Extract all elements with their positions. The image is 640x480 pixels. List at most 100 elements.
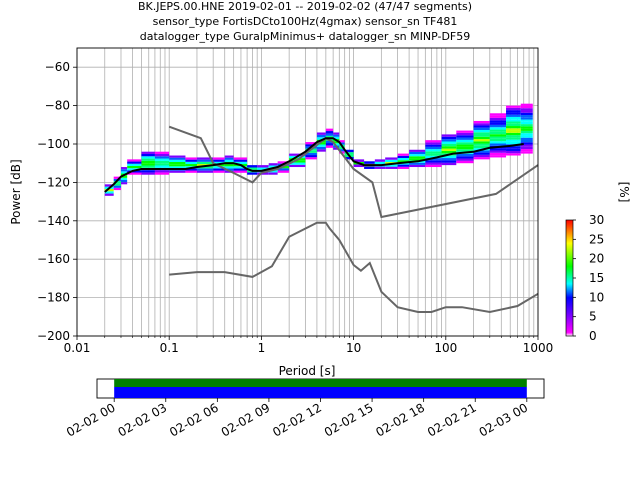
- density-cell: [344, 156, 354, 160]
- density-cell: [520, 144, 533, 147]
- colorbar-tick-label: 25: [589, 232, 604, 246]
- density-cell: [104, 193, 114, 196]
- density-cell: [374, 159, 386, 162]
- density-cell: [409, 156, 426, 159]
- density-cell: [213, 161, 225, 165]
- density-cell: [506, 146, 521, 149]
- density-cell: [425, 160, 442, 163]
- density-cell: [185, 170, 197, 173]
- density-cell: [473, 150, 490, 153]
- x-tick-label: 1: [258, 341, 266, 355]
- density-cell: [224, 164, 234, 167]
- density-cell: [506, 132, 521, 136]
- density-cell: [506, 135, 521, 138]
- density-cell: [520, 112, 533, 116]
- density-cell: [473, 127, 490, 130]
- density-cell: [489, 134, 507, 137]
- density-cell: [473, 157, 490, 160]
- density-cell: [127, 165, 142, 169]
- mean-psd-line: [104, 137, 524, 193]
- density-cell: [120, 175, 128, 178]
- density-cell: [489, 113, 507, 116]
- density-cell: [506, 126, 521, 129]
- density-cell: [506, 123, 521, 127]
- title-line-2: sensor_type FortisDCto100Hz(4gmax) senso…: [153, 15, 458, 28]
- noise-model-line: [168, 125, 539, 219]
- timeline-green-bar: [114, 379, 527, 387]
- density-cell: [154, 151, 170, 154]
- density-cell: [473, 145, 490, 149]
- density-cell: [456, 144, 474, 147]
- density-cell: [364, 166, 375, 169]
- density-cell: [154, 172, 170, 175]
- density-cell: [489, 115, 507, 118]
- density-cell: [141, 158, 155, 161]
- title-line-1: BK.JEPS.00.HNE 2019-02-01 -- 2019-02-02 …: [138, 0, 472, 13]
- density-cell: [441, 134, 457, 137]
- colorbar-tick-label: 20: [589, 252, 604, 266]
- y-axis-ticks: −200 −180 −160 −140 −120 −100 −80 −60: [37, 60, 77, 343]
- timeline-tick-label: 02-02 00: [64, 400, 118, 439]
- density-cell: [154, 156, 170, 159]
- density-cell: [277, 168, 290, 171]
- x-tick-label: 10: [346, 341, 361, 355]
- density-cell: [333, 132, 340, 135]
- density-cell: [489, 148, 507, 151]
- density-cell: [268, 170, 278, 173]
- density-cell: [425, 153, 442, 156]
- density-cell: [409, 162, 426, 165]
- colorbar-tick-label: 15: [589, 271, 604, 285]
- density-cell: [473, 143, 490, 146]
- density-cell: [169, 155, 186, 158]
- density-cell: [169, 166, 186, 169]
- density-cell: [397, 153, 410, 156]
- density-cell: [489, 122, 507, 125]
- density-cell: [325, 140, 334, 144]
- density-cell: [257, 172, 269, 175]
- density-cell: [127, 168, 142, 171]
- density-cell: [506, 110, 521, 113]
- y-tick-label: −200: [37, 329, 70, 343]
- density-cell: [325, 135, 334, 139]
- density-cell: [385, 164, 398, 167]
- timeline-tick-label: 02-02 21: [425, 400, 479, 439]
- x-tick-label: 0.1: [160, 341, 179, 355]
- density-cell: [339, 149, 345, 152]
- timeline-tick-label: 02-02 03: [116, 400, 170, 439]
- y-axis-label: Power [dB]: [9, 159, 23, 224]
- density-cell: [425, 162, 442, 165]
- density-cell: [141, 165, 155, 168]
- density-cell: [374, 166, 386, 169]
- density-cell: [185, 164, 197, 167]
- density-cell: [489, 136, 507, 139]
- density-cell: [520, 115, 533, 118]
- density-cell: [425, 144, 442, 147]
- density-cell: [233, 159, 248, 162]
- density-cell: [473, 134, 490, 137]
- density-cell: [169, 164, 186, 167]
- density-cell: [353, 159, 365, 162]
- density-cell: [456, 158, 474, 161]
- density-cell: [506, 130, 521, 133]
- density-cell: [425, 149, 442, 152]
- density-cell: [233, 168, 248, 171]
- density-cell: [185, 161, 197, 165]
- density-cell: [339, 142, 345, 145]
- density-cell: [127, 163, 142, 166]
- density-cell: [339, 140, 345, 143]
- density-cell: [441, 155, 457, 159]
- density-cell: [141, 151, 155, 154]
- density-cell: [409, 158, 426, 161]
- density-cell: [141, 156, 155, 159]
- density-cell: [441, 136, 457, 140]
- density-cell: [397, 155, 410, 158]
- x-tick-label: 1000: [523, 341, 554, 355]
- density-cell: [506, 150, 521, 154]
- density-cell: [397, 166, 410, 169]
- density-cell: [305, 142, 317, 145]
- density-cell: [316, 149, 326, 152]
- density-cell: [113, 187, 121, 191]
- density-cell: [520, 133, 533, 136]
- density-cell: [385, 159, 398, 163]
- density-cell: [104, 191, 114, 194]
